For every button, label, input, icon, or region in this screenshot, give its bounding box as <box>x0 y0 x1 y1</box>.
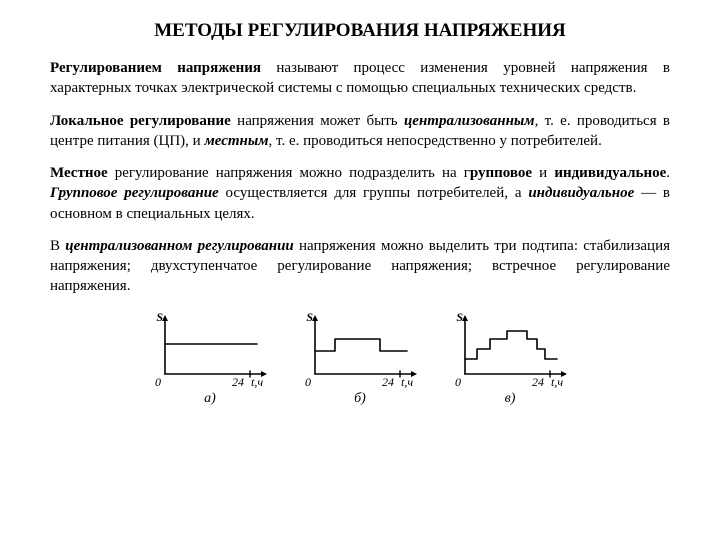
p4-s2: централизованном регулировании <box>65 238 294 254</box>
figure-v: S 0 24 t,ч в) <box>445 309 575 407</box>
figure-b: S 0 24 t,ч б) <box>295 309 425 407</box>
svg-text:24: 24 <box>532 375 544 389</box>
p3-s5: индивидуальное <box>554 165 666 181</box>
p2-s1: Локальное регулирование <box>50 113 231 129</box>
figure-b-caption: б) <box>295 391 425 407</box>
p3-s4: и <box>532 165 554 181</box>
figures-row: S 0 24 t,ч а) S 0 24 t,ч б) S 0 24 t,ч в) <box>50 309 670 407</box>
page-title: МЕТОДЫ РЕГУЛИРОВАНИЯ НАПРЯЖЕНИЯ <box>50 20 670 42</box>
figure-v-caption: в) <box>445 391 575 407</box>
svg-text:t,ч: t,ч <box>251 375 263 389</box>
figure-a: S 0 24 t,ч а) <box>145 309 275 407</box>
svg-text:S: S <box>306 310 313 324</box>
p4-s1: В <box>50 238 65 254</box>
svg-text:0: 0 <box>155 375 161 389</box>
p3-s6: . <box>666 165 670 181</box>
p3-s1: Местное <box>50 165 108 181</box>
p2-s5: местным <box>204 133 268 149</box>
p3-s9: индивидуальное <box>528 185 634 201</box>
paragraph-4: В централизованном регулировании напряже… <box>50 236 670 297</box>
figure-v-svg: S 0 24 t,ч <box>445 309 575 389</box>
p2-s6: , т. е. проводиться непосредственно у по… <box>269 133 602 149</box>
svg-text:24: 24 <box>232 375 244 389</box>
figure-b-svg: S 0 24 t,ч <box>295 309 425 389</box>
figure-a-caption: а) <box>145 391 275 407</box>
p3-s7: Групповое регулирование <box>50 185 219 201</box>
svg-text:0: 0 <box>455 375 461 389</box>
paragraph-2: Локальное регулирование напряжения может… <box>50 111 670 152</box>
svg-text:0: 0 <box>305 375 311 389</box>
svg-text:t,ч: t,ч <box>551 375 563 389</box>
p3-s8: осуществляется для группы потребителей, … <box>219 185 529 201</box>
p3-s3: рупповое <box>470 165 532 181</box>
svg-text:t,ч: t,ч <box>401 375 413 389</box>
p2-s2: напряжения может быть <box>231 113 404 129</box>
p3-s2: регулирование напряжения можно подраздел… <box>108 165 470 181</box>
figure-a-svg: S 0 24 t,ч <box>145 309 275 389</box>
paragraph-1: Регулированием напряжения называют проце… <box>50 58 670 99</box>
p1-lead: Регулированием напряжения <box>50 60 261 76</box>
svg-text:S: S <box>156 310 163 324</box>
paragraph-3: Местное регулирование напряжения можно п… <box>50 163 670 224</box>
svg-text:24: 24 <box>382 375 394 389</box>
p2-s3: централизованным <box>404 113 535 129</box>
svg-text:S: S <box>456 310 463 324</box>
